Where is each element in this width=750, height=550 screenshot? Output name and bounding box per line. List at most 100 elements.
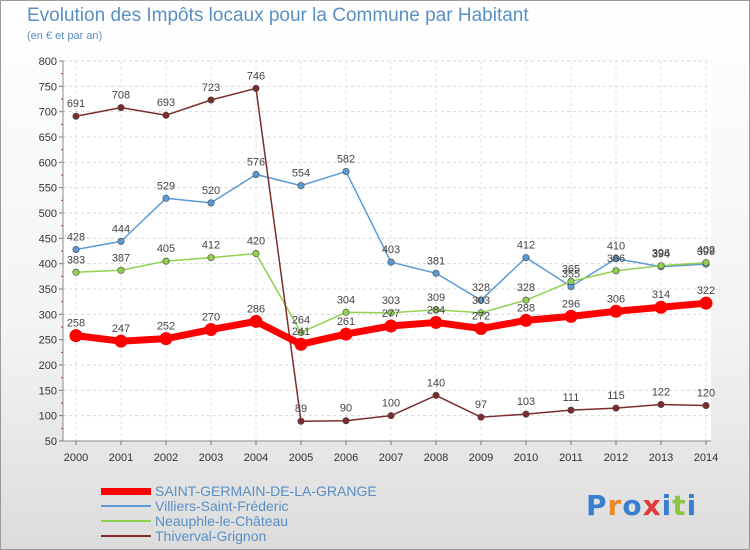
y-tick-label: 600 — [39, 157, 57, 169]
x-tick-label: 2009 — [469, 452, 493, 464]
data-point — [612, 404, 620, 412]
data-point — [297, 329, 305, 337]
x-tick-label: 2002 — [154, 452, 178, 464]
data-point — [162, 257, 170, 265]
y-tick-label: 700 — [39, 107, 57, 119]
data-point — [429, 315, 443, 329]
data-label: 247 — [112, 323, 130, 335]
x-tick-label: 2001 — [109, 452, 133, 464]
data-point — [702, 259, 710, 267]
data-label: 554 — [292, 168, 310, 180]
data-point — [69, 329, 83, 343]
x-tick-label: 2011 — [559, 452, 583, 464]
data-label: 693 — [157, 97, 175, 109]
data-label: 386 — [607, 253, 625, 265]
data-label: 399 — [697, 246, 715, 258]
x-tick-label: 2008 — [424, 452, 448, 464]
data-point — [699, 296, 713, 310]
data-point — [387, 309, 395, 317]
data-label: 381 — [427, 255, 445, 267]
data-label: 387 — [112, 252, 130, 264]
data-point — [609, 304, 623, 318]
data-point — [522, 410, 530, 418]
data-label: 723 — [202, 82, 220, 94]
data-point — [567, 277, 575, 285]
data-point — [342, 417, 350, 425]
data-point — [477, 309, 485, 317]
data-point — [339, 327, 353, 341]
data-point — [159, 332, 173, 346]
y-tick-label: 100 — [39, 411, 57, 423]
data-label: 272 — [472, 311, 490, 323]
data-label: 746 — [247, 70, 265, 82]
y-tick-label: 50 — [45, 436, 57, 448]
data-label: 322 — [697, 285, 715, 297]
data-label: 261 — [337, 316, 355, 328]
data-point — [612, 267, 620, 275]
data-label: 582 — [337, 153, 355, 165]
data-point — [477, 296, 485, 304]
data-point — [342, 308, 350, 316]
y-tick-label: 750 — [39, 81, 57, 93]
data-label: 691 — [67, 98, 85, 110]
data-point — [564, 309, 578, 323]
data-label: 120 — [697, 388, 715, 400]
y-tick-label: 800 — [39, 56, 57, 68]
legend-swatch — [101, 505, 151, 507]
data-point — [204, 323, 218, 337]
data-label: 314 — [652, 289, 670, 301]
data-point — [252, 250, 260, 258]
x-tick-label: 2005 — [289, 452, 313, 464]
legend-swatch — [101, 535, 151, 537]
y-tick-label: 550 — [39, 183, 57, 195]
legend-label: Neauphle-le-Château — [155, 513, 289, 529]
data-label: 428 — [67, 231, 85, 243]
data-point — [72, 245, 80, 253]
data-point — [117, 266, 125, 274]
data-label: 264 — [292, 315, 310, 327]
data-point — [162, 111, 170, 119]
data-label: 241 — [292, 326, 310, 338]
data-label: 328 — [472, 282, 490, 294]
data-label: 140 — [427, 377, 445, 389]
data-point — [522, 254, 530, 262]
x-tick-label: 2007 — [379, 452, 403, 464]
data-label: 103 — [517, 396, 535, 408]
data-point — [384, 319, 398, 333]
data-point — [249, 314, 263, 328]
x-tick-label: 2013 — [649, 452, 673, 464]
legend-label: SAINT-GERMAIN-DE-LA-GRANGE — [155, 483, 377, 499]
data-point — [522, 296, 530, 304]
logo-letter: i — [661, 489, 673, 522]
data-point — [519, 313, 533, 327]
data-point — [567, 406, 575, 414]
y-tick-label: 500 — [39, 208, 57, 220]
data-label: 303 — [472, 295, 490, 307]
data-point — [207, 199, 215, 207]
data-label: 296 — [562, 298, 580, 310]
data-label: 284 — [427, 304, 445, 316]
x-tick-label: 2003 — [199, 452, 223, 464]
data-point — [702, 402, 710, 410]
data-label: 303 — [382, 295, 400, 307]
logo-letter: x — [642, 489, 662, 522]
data-label: 444 — [112, 223, 130, 235]
data-point — [117, 237, 125, 245]
data-label: 576 — [247, 156, 265, 168]
data-label: 115 — [607, 390, 625, 402]
logo-letter: t — [672, 489, 687, 522]
data-label: 328 — [517, 282, 535, 294]
data-point — [72, 112, 80, 120]
y-tick-label: 350 — [39, 284, 57, 296]
data-label: 288 — [517, 302, 535, 314]
y-tick-label: 450 — [39, 233, 57, 245]
data-point — [252, 84, 260, 92]
y-tick-label: 650 — [39, 132, 57, 144]
data-point — [654, 300, 668, 314]
data-point — [117, 104, 125, 112]
x-tick-label: 2000 — [64, 452, 88, 464]
data-label: 529 — [157, 180, 175, 192]
legend-label: Villiers-Saint-Fréderic — [155, 498, 289, 514]
data-label: 252 — [157, 321, 175, 333]
